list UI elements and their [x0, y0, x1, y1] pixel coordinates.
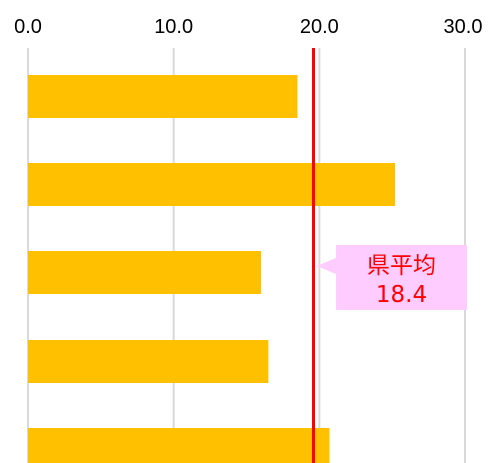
reference-callout: 県平均 18.4: [316, 245, 467, 310]
x-tick-label-0: 0.0: [14, 16, 42, 38]
bar-4: [28, 340, 269, 383]
bars: [28, 75, 396, 463]
bar-1: [28, 75, 298, 118]
x-tick-label-1: 10.0: [154, 16, 193, 38]
bar-5: [28, 428, 330, 463]
bar-2: [28, 163, 396, 206]
x-axis-tick-labels: 0.0 10.0 20.0 30.0: [14, 16, 482, 38]
x-tick-label-3: 30.0: [444, 16, 483, 38]
x-tick-label-2: 20.0: [300, 16, 339, 38]
bar-3: [28, 251, 262, 294]
callout-label: 県平均: [367, 253, 436, 279]
callout-value: 18.4: [376, 282, 427, 308]
callout-box: [316, 245, 467, 310]
